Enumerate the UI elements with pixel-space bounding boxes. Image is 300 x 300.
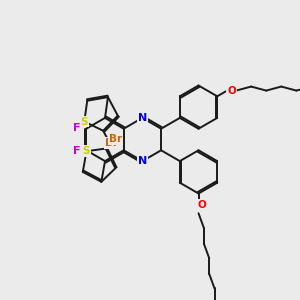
Text: O: O xyxy=(198,200,206,210)
Text: Br: Br xyxy=(109,134,122,144)
Text: S: S xyxy=(81,116,88,127)
Text: O: O xyxy=(227,85,236,96)
Text: S: S xyxy=(83,146,90,156)
Text: N: N xyxy=(138,156,147,166)
Text: Br: Br xyxy=(105,138,119,148)
Text: N: N xyxy=(138,113,147,123)
Text: F: F xyxy=(73,123,80,133)
Text: F: F xyxy=(73,146,80,156)
